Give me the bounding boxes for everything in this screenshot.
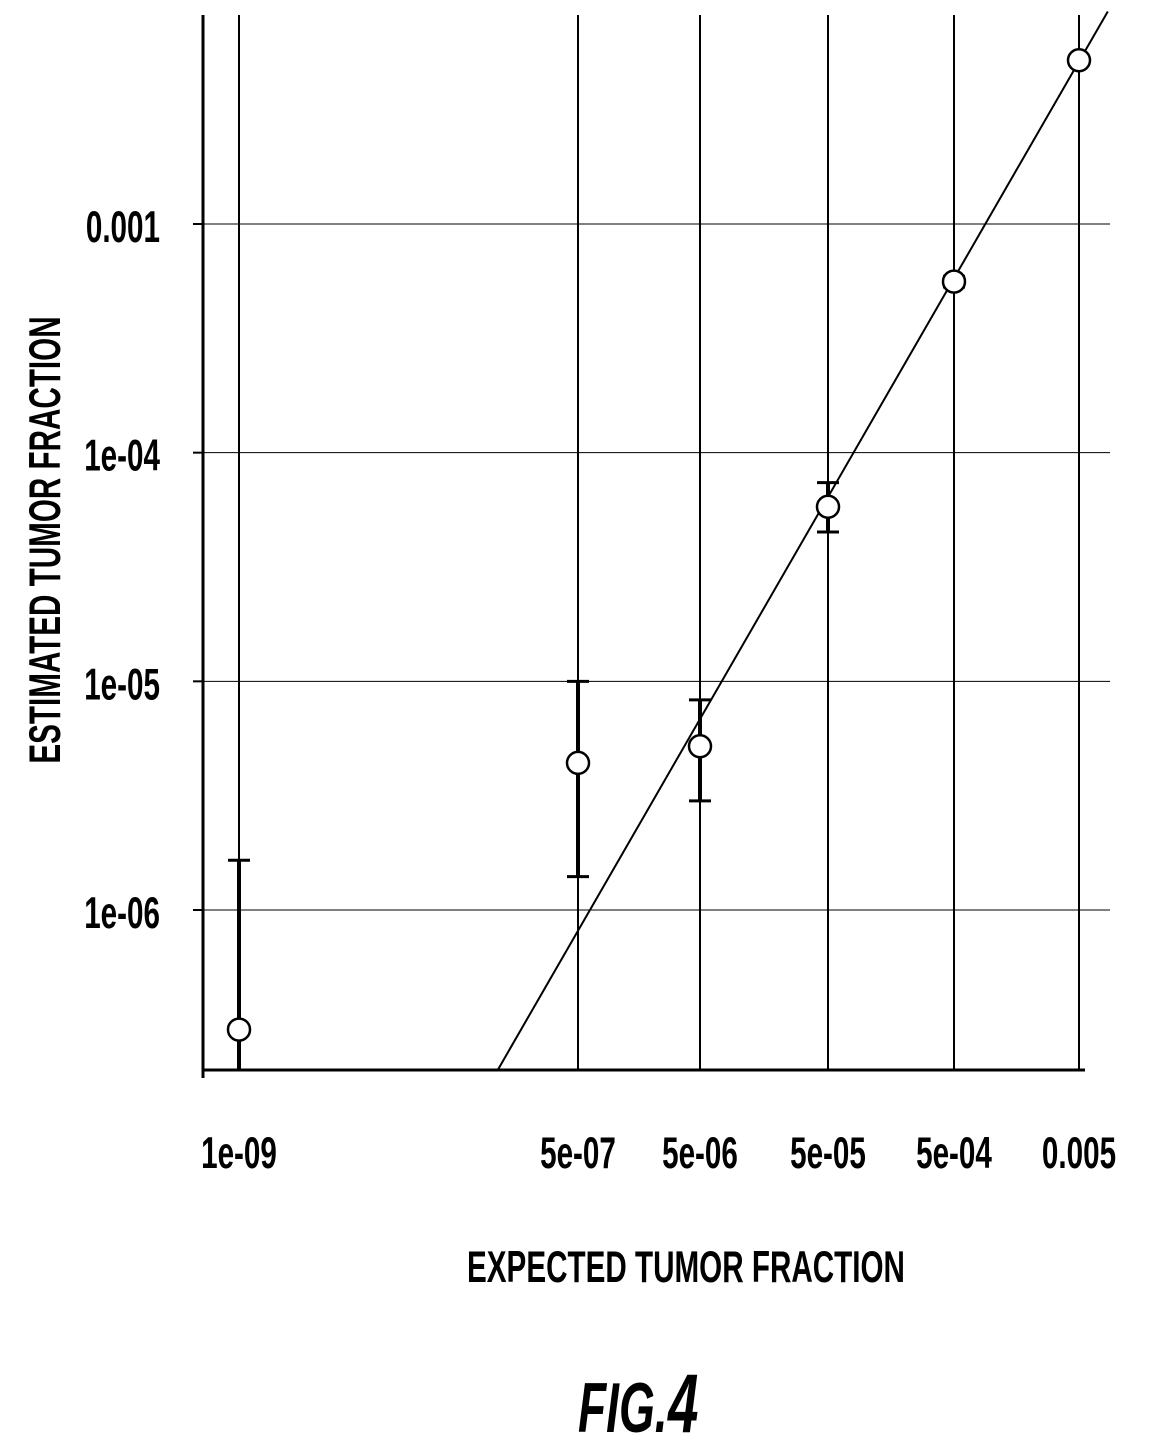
y-axis-title: ESTIMATED TUMOR FRACTION bbox=[21, 316, 71, 763]
y-tick-label: 0.001 bbox=[86, 203, 160, 253]
x-tick-label: 0.005 bbox=[1042, 1129, 1116, 1179]
data-point bbox=[226, 1017, 252, 1042]
x-tick-labels: 1e-09 5e-07 5e-06 5e-05 5e-04 0.005 bbox=[201, 1129, 1116, 1179]
x-tick-label: 5e-06 bbox=[662, 1129, 738, 1179]
x-tick-label: 5e-07 bbox=[540, 1129, 616, 1179]
fit-line bbox=[496, 10, 1109, 1071]
data-point bbox=[687, 734, 713, 759]
data-point bbox=[941, 269, 967, 294]
figure-label: FIG. bbox=[578, 1368, 668, 1447]
x-tick-label: 5e-05 bbox=[790, 1129, 866, 1179]
y-tick-label: 1e-04 bbox=[84, 432, 160, 482]
error-bars bbox=[228, 55, 1090, 1070]
figure-caption: FIG. 4 bbox=[578, 1356, 698, 1449]
y-tick-label: 1e-06 bbox=[84, 889, 160, 939]
data-points bbox=[226, 48, 1092, 1042]
data-point bbox=[565, 750, 591, 776]
grid-lines bbox=[203, 15, 1110, 1070]
x-axis-title: EXPECTED TUMOR FRACTION bbox=[467, 1243, 905, 1293]
x-tick-label: 1e-09 bbox=[201, 1129, 277, 1179]
x-tick-label: 5e-04 bbox=[916, 1129, 992, 1179]
y-tick-label: 1e-05 bbox=[84, 660, 160, 710]
y-tick-labels: 1e-06 1e-05 1e-04 0.001 bbox=[84, 203, 160, 939]
data-point bbox=[815, 494, 841, 520]
data-point bbox=[1066, 48, 1092, 73]
fit-line-group bbox=[496, 10, 1109, 1071]
axes bbox=[193, 15, 1085, 1078]
figure-number: 4 bbox=[666, 1356, 698, 1449]
